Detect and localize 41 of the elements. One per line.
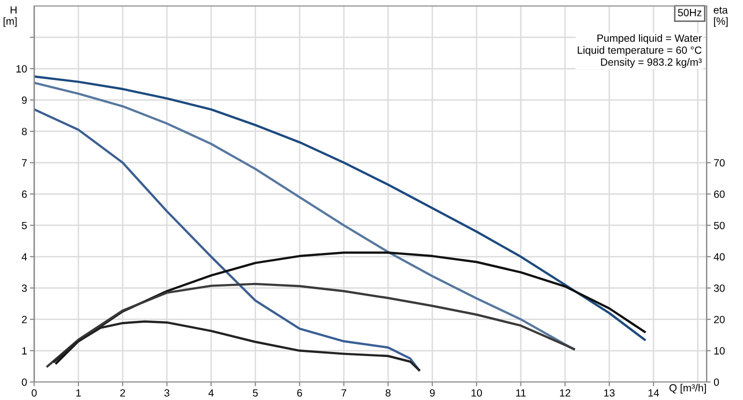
y2-tick-label: 10 [714,347,725,355]
x-tick-label: 11 [516,389,526,396]
y-tick-label: 2 [22,316,27,324]
x-tick-label: 5 [252,389,258,397]
x-tick-label: 10 [472,389,482,397]
annotation: Liquid temperature = 60 °C [578,46,702,56]
y-tick-label: 4 [22,253,27,260]
x-axis-title: Q [m³/h] [669,384,706,394]
x-tick-label: 1 [76,389,81,396]
y2-tick-label: 50 [714,222,725,230]
x-tick-label: 8 [386,389,391,397]
x-tick-label: 6 [297,389,302,397]
y2-tick-label: 0 [714,378,719,386]
x-tick-label: 12 [560,389,570,396]
x-tick-label: 14 [648,389,659,396]
annotation: 50Hz [678,8,702,16]
annotation: Density = 983.2 kg/m³ [601,58,702,68]
x-tick-label: 2 [120,389,126,396]
y-tick-label: 10 [16,65,27,73]
annotation: Pumped liquid = Water [597,34,702,44]
y2-tick-label: 70 [714,159,725,167]
y-tick-label: 6 [22,190,27,198]
y-tick-label: 3 [22,284,27,292]
y-axis-title: H [m] [4,6,17,27]
y2-tick-label: 40 [714,253,725,261]
y-tick-label: 1 [22,347,27,354]
y-tick-label: 5 [22,222,27,230]
x-tick-label: 13 [604,389,615,397]
x-tick-label: 4 [208,389,214,396]
y-tick-label: 0 [22,378,27,386]
y-tick-label: 9 [22,96,27,104]
y-tick-label: 8 [22,128,27,136]
x-tick-label: 7 [341,389,346,396]
x-tick-label: 3 [164,389,170,397]
y2-tick-label: 20 [714,316,725,324]
y-tick-label: 7 [22,159,27,166]
y2-tick-label: 30 [714,284,725,292]
x-tick-label: 9 [430,389,435,397]
y2-tick-label: 60 [714,190,725,198]
x-tick-label: 0 [32,389,37,397]
y2-axis-title: eta [%] [714,6,728,27]
